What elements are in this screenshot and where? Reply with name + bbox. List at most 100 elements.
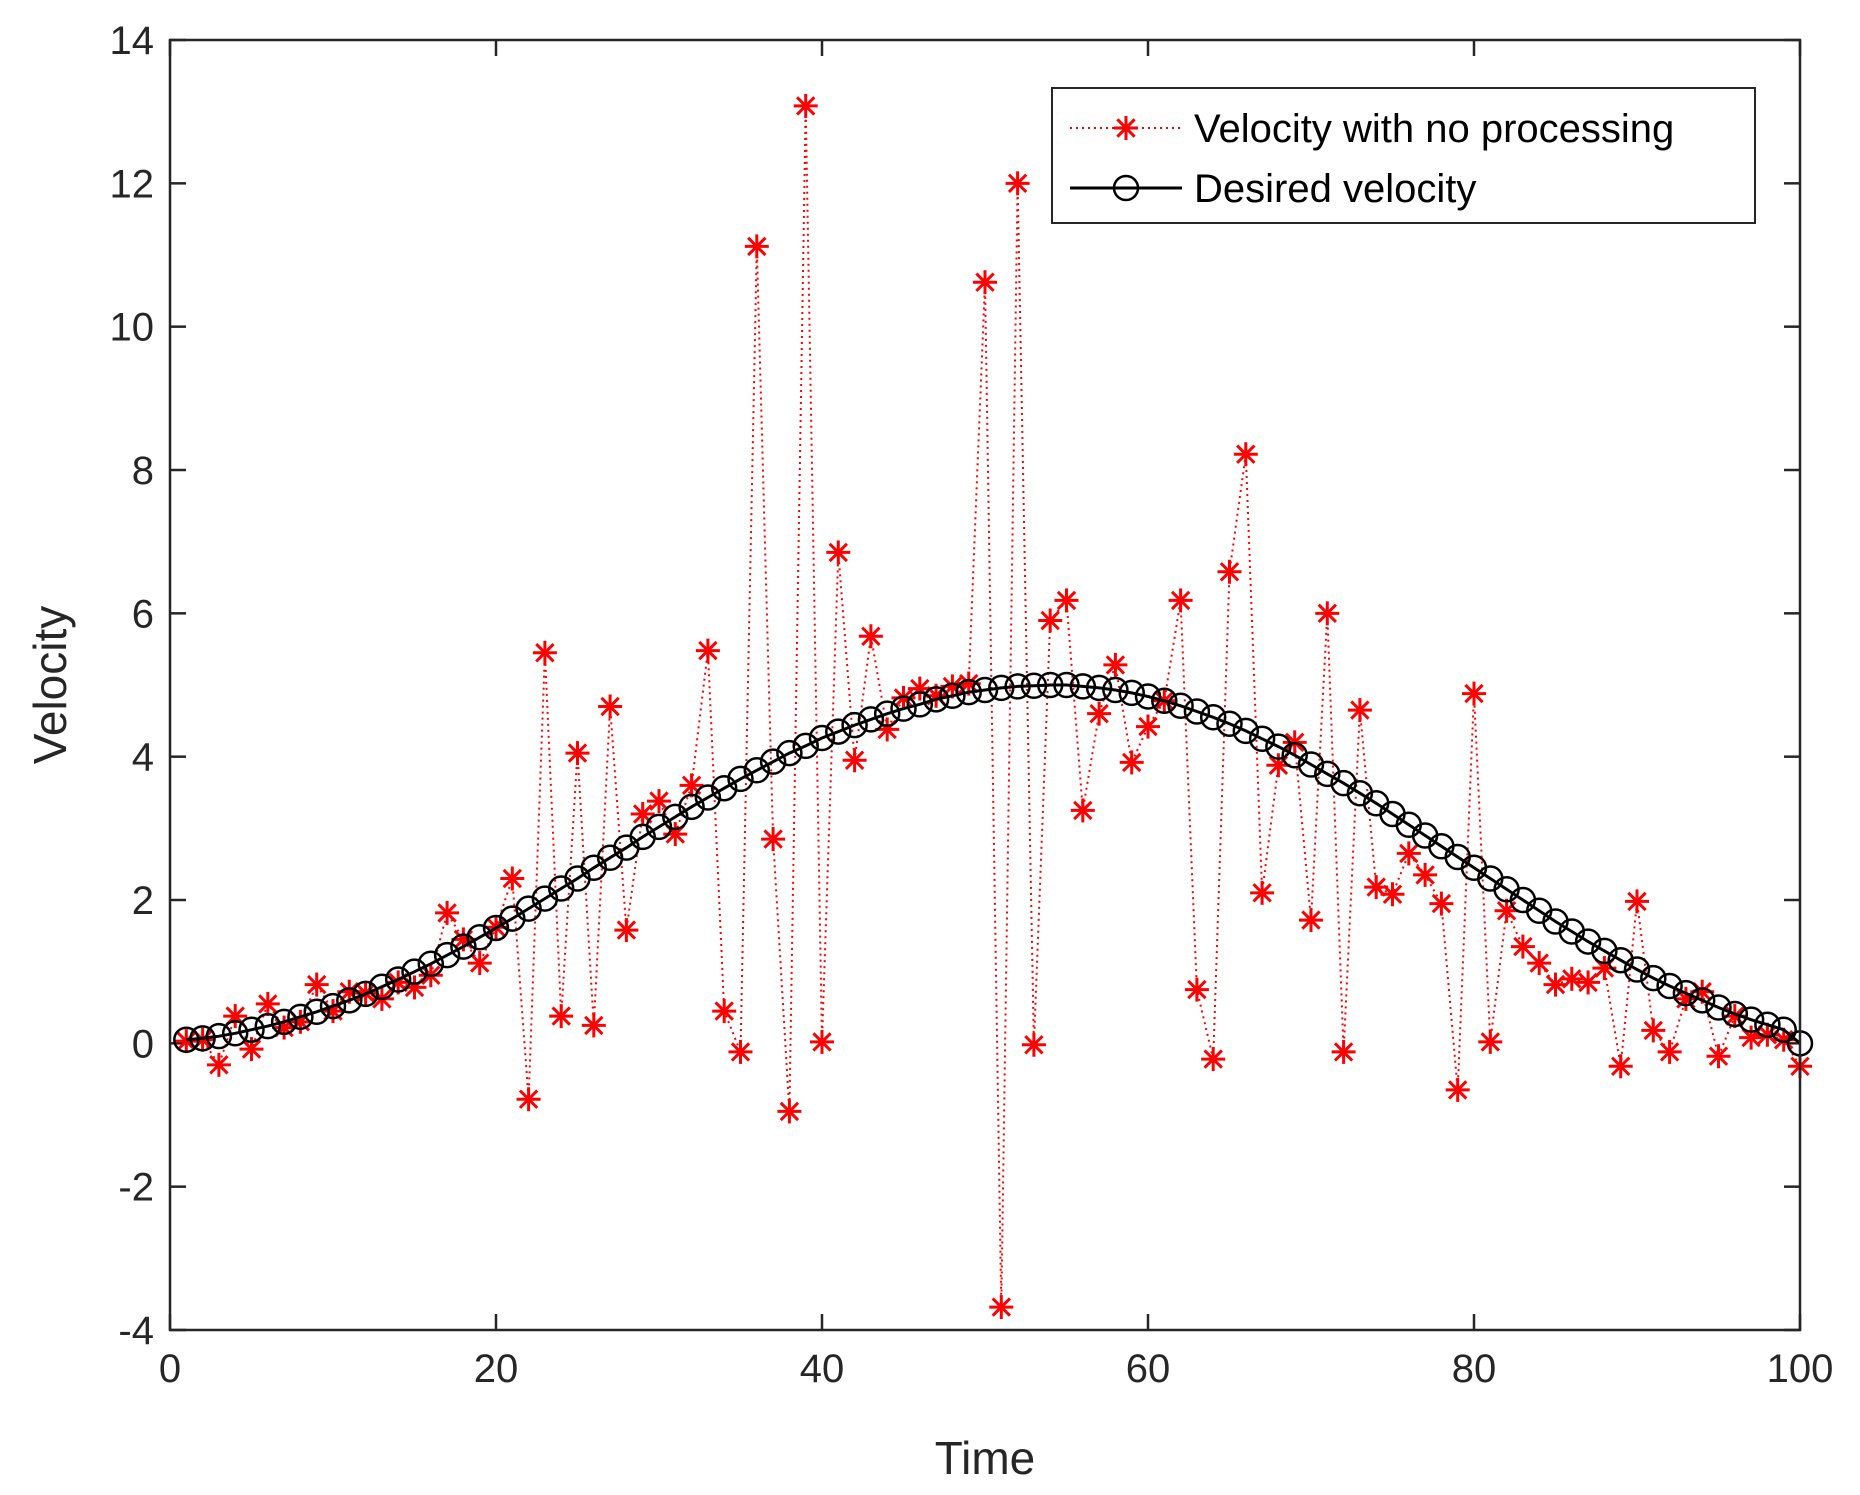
data-point-velocity-no-processing	[1217, 559, 1242, 584]
legend-circle-icon	[1112, 174, 1140, 202]
data-point-velocity-no-processing	[973, 270, 997, 295]
y-tick-label: 14	[110, 19, 155, 63]
data-point-desired-velocity	[1248, 725, 1276, 752]
data-point-velocity-no-processing	[1233, 442, 1258, 467]
data-point-desired-velocity	[890, 695, 917, 722]
data-point-desired-velocity	[759, 748, 787, 775]
data-point-velocity-no-processing	[695, 638, 720, 663]
data-point-desired-velocity	[1167, 692, 1194, 720]
y-tick-label: -2	[118, 1166, 154, 1210]
data-point-desired-velocity	[254, 1012, 282, 1040]
data-point-desired-velocity	[1232, 717, 1260, 745]
data-point-desired-velocity	[319, 992, 347, 1020]
data-point-desired-velocity	[1004, 673, 1031, 700]
data-point-velocity-no-processing	[1657, 1039, 1682, 1064]
data-point-desired-velocity	[1199, 704, 1227, 731]
data-point-velocity-no-processing	[549, 1004, 574, 1029]
data-point-velocity-no-processing	[304, 972, 329, 997]
data-point-desired-velocity	[825, 718, 852, 745]
x-tick-label: 60	[1126, 1347, 1171, 1391]
data-point-desired-velocity	[384, 966, 412, 993]
axes-box	[168, 38, 1802, 1332]
data-point-desired-velocity	[1020, 672, 1048, 699]
data-point-velocity-no-processing	[712, 999, 737, 1024]
data-point-velocity-no-processing	[1380, 882, 1405, 907]
legend-box	[1051, 87, 1756, 224]
data-point-desired-velocity	[1656, 972, 1683, 1000]
data-point-desired-velocity	[1705, 994, 1732, 1021]
data-point-velocity-no-processing	[744, 234, 769, 259]
data-point-desired-velocity	[352, 980, 379, 1008]
data-point-velocity-no-processing	[1608, 1054, 1633, 1079]
data-point-desired-velocity	[173, 1026, 200, 1053]
data-point-desired-velocity	[1281, 741, 1308, 769]
data-point-desired-velocity	[1265, 733, 1292, 760]
data-point-desired-velocity	[922, 686, 950, 713]
legend: Velocity with no processing Desired velo…	[1051, 87, 1756, 224]
x-tick-label: 40	[800, 1347, 845, 1391]
legend-marker-desired-velocity	[1112, 174, 1140, 202]
data-point-desired-velocity	[792, 732, 819, 760]
data-point-velocity-no-processing	[989, 1295, 1014, 1320]
data-point-velocity-no-processing	[1250, 880, 1275, 905]
data-point-velocity-no-processing	[1462, 681, 1486, 706]
data-point-velocity-no-processing	[581, 1013, 606, 1038]
data-point-desired-velocity	[988, 674, 1015, 702]
data-point-velocity-no-processing	[1299, 908, 1323, 933]
data-point-velocity-no-processing	[761, 827, 786, 852]
data-point-desired-velocity	[1640, 964, 1667, 992]
data-point-desired-velocity	[303, 998, 330, 1026]
data-point-velocity-no-processing	[467, 951, 492, 976]
data-point-velocity-no-processing	[1641, 1018, 1666, 1043]
data-point-desired-velocity	[808, 724, 836, 752]
data-point-velocity-no-processing	[630, 802, 655, 826]
data-point-desired-velocity	[727, 765, 754, 793]
data-point-desired-velocity	[336, 987, 363, 1014]
data-point-desired-velocity	[1118, 679, 1145, 707]
x-axis-label: Time	[935, 1432, 1036, 1484]
legend-asterisk-icon	[1114, 116, 1138, 140]
y-tick-label: -4	[118, 1309, 154, 1353]
y-axis-label: Velocity	[24, 606, 76, 765]
data-point-desired-velocity	[1574, 928, 1602, 955]
y-tick-label: 4	[132, 736, 154, 780]
data-point-velocity-no-processing	[1576, 970, 1601, 995]
data-point-desired-velocity	[1036, 671, 1064, 699]
data-point-velocity-no-processing	[647, 789, 671, 814]
data-point-desired-velocity	[955, 678, 982, 706]
legend-label-velocity-no-processing: Velocity with no processing	[1194, 107, 1674, 151]
data-point-desired-velocity	[482, 914, 510, 942]
data-point-desired-velocity	[1183, 698, 1211, 725]
data-point-velocity-no-processing	[793, 93, 818, 118]
data-point-velocity-no-processing	[1429, 891, 1454, 916]
data-point-desired-velocity	[1151, 687, 1178, 715]
data-point-velocity-no-processing	[1445, 1077, 1470, 1102]
y-tick-label: 8	[132, 449, 154, 493]
data-point-velocity-no-processing	[1347, 698, 1372, 723]
data-point-desired-velocity	[1085, 674, 1113, 702]
data-point-desired-velocity	[1053, 671, 1080, 699]
x-tick-label: 100	[1767, 1347, 1834, 1391]
data-point-velocity-no-processing	[435, 900, 460, 925]
data-point-velocity-no-processing	[1543, 972, 1568, 997]
data-point-desired-velocity	[1069, 673, 1097, 700]
data-point-desired-velocity	[906, 691, 934, 718]
data-point-desired-velocity	[433, 941, 461, 969]
x-tick-label: 20	[474, 1347, 519, 1391]
data-point-desired-velocity	[971, 676, 999, 704]
data-point-desired-velocity	[1770, 1016, 1797, 1043]
data-point-velocity-no-processing	[516, 1087, 541, 1112]
data-point-velocity-no-processing	[532, 640, 557, 665]
data-point-velocity-no-processing	[1201, 1047, 1226, 1072]
data-point-desired-velocity	[466, 924, 493, 951]
series-line-desired-velocity	[186, 683, 1801, 1045]
axis-ticks: 0 20 40 60 80 100 -4 -2 0 2 4 6 8 10 12 14	[110, 19, 1834, 1391]
data-point-desired-velocity	[743, 757, 771, 784]
data-point-velocity-no-processing	[842, 748, 867, 773]
y-tick-label: 0	[132, 1022, 154, 1066]
data-point-desired-velocity	[1672, 979, 1700, 1007]
data-point-velocity-no-processing	[1168, 588, 1193, 613]
data-point-desired-velocity	[238, 1016, 265, 1043]
data-point-desired-velocity	[450, 933, 477, 960]
